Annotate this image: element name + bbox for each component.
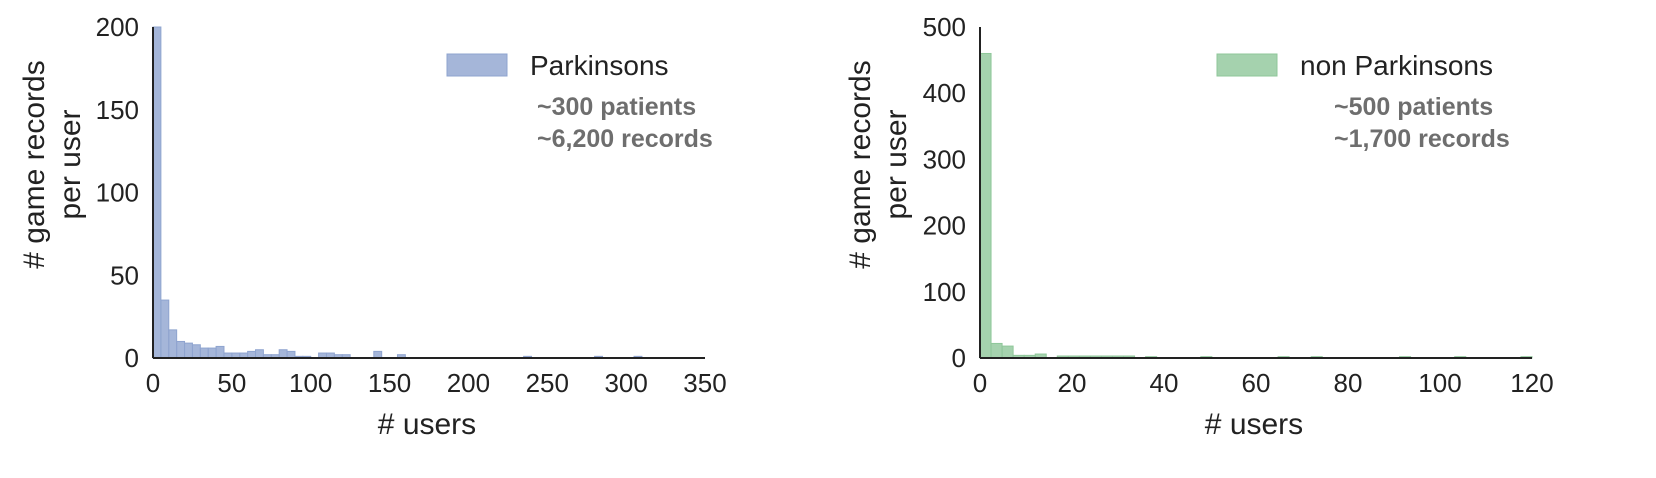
y-tick-label: 50 bbox=[110, 260, 139, 290]
bar bbox=[168, 329, 178, 359]
y-tick-label: 100 bbox=[96, 178, 139, 208]
x-tick-label: 40 bbox=[1150, 368, 1179, 398]
x-tick-label: 100 bbox=[289, 368, 332, 398]
bar bbox=[990, 342, 1003, 359]
y-tick-label: 100 bbox=[923, 277, 966, 307]
y-tick-label: 200 bbox=[923, 211, 966, 241]
chart-1: 0 50 100 150 200 250 300 350 0 50 100 150 200 # users… bbox=[18, 12, 727, 441]
x-tick-label: 0 bbox=[973, 368, 987, 398]
y-axis-title-line: per user bbox=[880, 109, 913, 219]
x-axis-title: # users bbox=[378, 408, 476, 441]
legend: non Parkinsons bbox=[1216, 50, 1493, 81]
annotation-text: ~1,700 records bbox=[1334, 125, 1510, 153]
legend-swatch bbox=[446, 53, 508, 77]
bar bbox=[152, 26, 162, 359]
x-tick-label: 80 bbox=[1334, 368, 1363, 398]
annotation-text: ~500 patients bbox=[1334, 93, 1493, 121]
bar bbox=[215, 345, 225, 359]
bar bbox=[176, 340, 186, 359]
x-tick-label: 20 bbox=[1058, 368, 1087, 398]
legend-label: non Parkinsons bbox=[1300, 50, 1493, 81]
x-axis-title: # users bbox=[1205, 408, 1303, 441]
x-tick-label: 200 bbox=[447, 368, 490, 398]
bar bbox=[255, 349, 264, 359]
y-axis-title-line: # game records bbox=[18, 60, 51, 268]
bar bbox=[979, 52, 992, 359]
y-tick-label: 300 bbox=[923, 144, 966, 174]
y-axis-title-line: # game records bbox=[844, 60, 877, 268]
legend: Parkinsons bbox=[446, 50, 669, 81]
x-tick-label: 350 bbox=[683, 368, 726, 398]
y-tick-label: 150 bbox=[96, 95, 139, 125]
chart-2: 0 20 40 60 80 100 120 0 100 200 300 400 500 # users # … bbox=[844, 12, 1554, 441]
bar bbox=[207, 347, 217, 359]
x-tick-label: 150 bbox=[368, 368, 411, 398]
bar bbox=[278, 349, 288, 359]
annotation-text: ~300 patients bbox=[537, 93, 696, 121]
x-tick-label: 120 bbox=[1510, 368, 1553, 398]
bar bbox=[184, 342, 193, 359]
bar bbox=[191, 344, 201, 359]
x-tick-label: 60 bbox=[1242, 368, 1271, 398]
y-tick-label: 400 bbox=[923, 78, 966, 108]
x-tick-label: 50 bbox=[217, 368, 246, 398]
y-tick-label: 200 bbox=[96, 12, 139, 42]
bar bbox=[160, 299, 170, 359]
legend-label: Parkinsons bbox=[530, 50, 669, 81]
y-tick-label: 0 bbox=[125, 343, 139, 373]
x-tick-label: 250 bbox=[526, 368, 569, 398]
bar bbox=[1001, 345, 1014, 359]
y-tick-label: 500 bbox=[923, 12, 966, 42]
legend-swatch bbox=[1216, 53, 1278, 77]
annotation-text: ~6,200 records bbox=[537, 125, 713, 153]
x-tick-label: 100 bbox=[1418, 368, 1461, 398]
bar bbox=[199, 347, 209, 359]
x-tick-label: 0 bbox=[146, 368, 160, 398]
y-tick-label: 0 bbox=[952, 343, 966, 373]
y-axis-title-line: per user bbox=[54, 109, 87, 219]
x-tick-label: 300 bbox=[604, 368, 647, 398]
